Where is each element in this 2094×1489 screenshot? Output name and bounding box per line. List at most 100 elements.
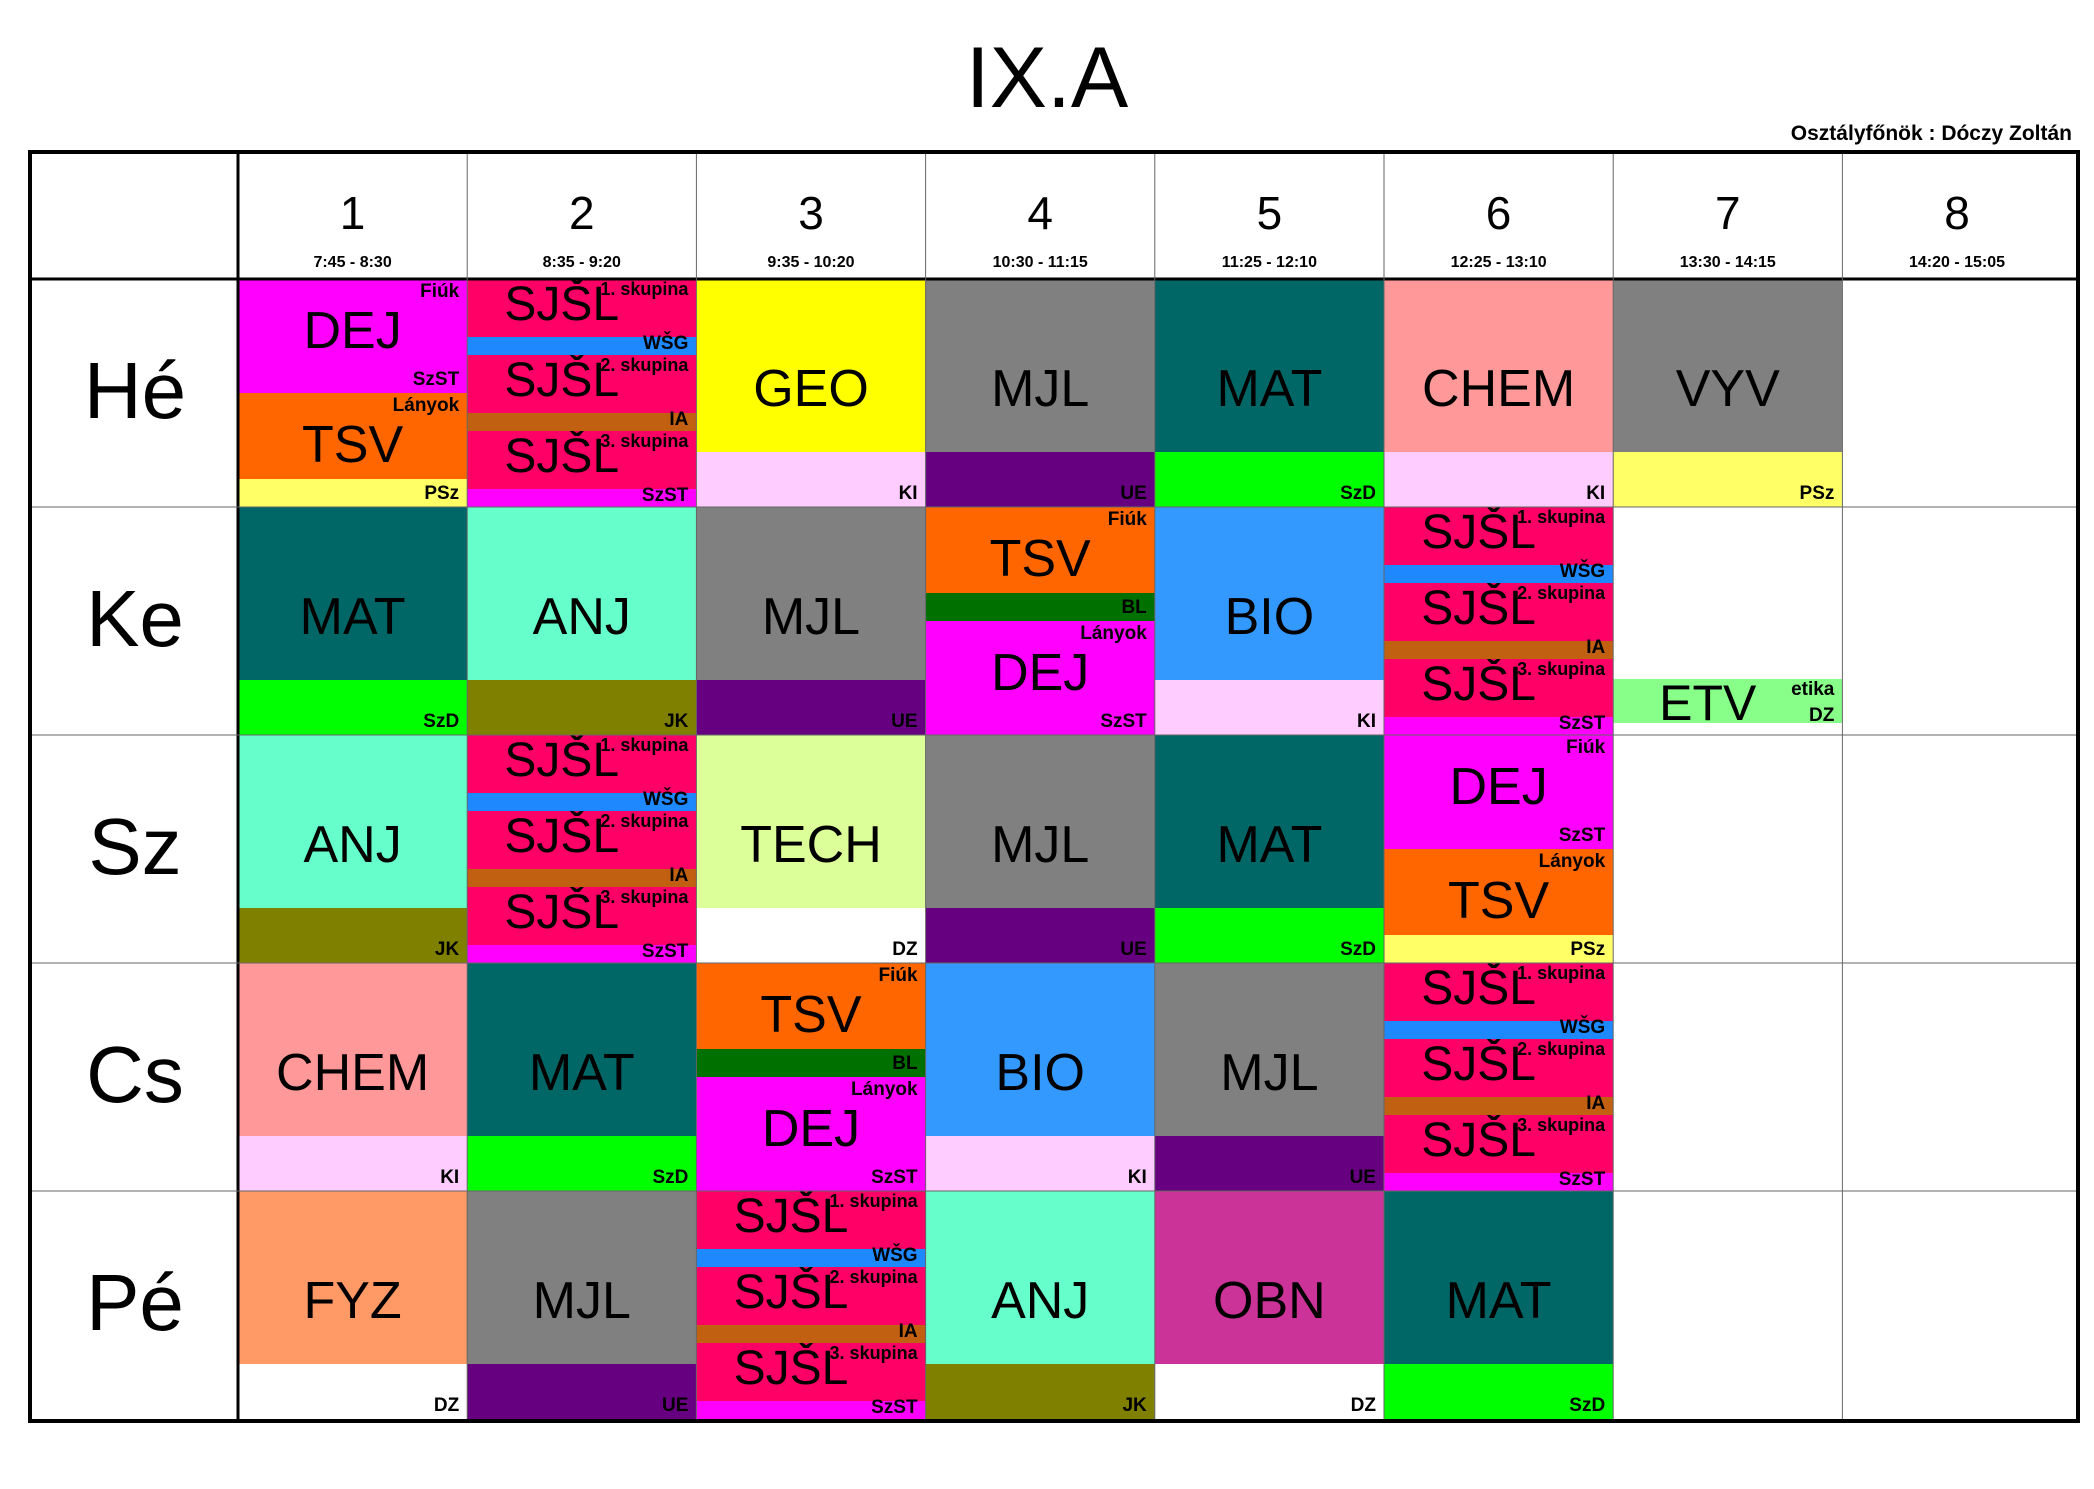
lesson-cell[interactable]: SJŠL 1. skupina WŠG SJŠL 2. skupina IA SJŠL 3. … bbox=[467, 279, 697, 507]
teacher-band bbox=[238, 1136, 468, 1191]
language-group: SJŠL 3. skupina SzST bbox=[467, 887, 697, 963]
teacher-band bbox=[467, 945, 697, 963]
lesson-cell[interactable]: ANJ JK bbox=[467, 507, 697, 735]
lesson-cell[interactable]: ETV etika DZ bbox=[1613, 507, 1843, 735]
group-label: etika bbox=[1791, 679, 1835, 700]
subject-label: MJL bbox=[532, 1272, 631, 1330]
subject-label: SJŠL bbox=[733, 1343, 849, 1395]
teacher-label: SzST bbox=[871, 1167, 918, 1188]
teacher-label: KI bbox=[1586, 483, 1606, 504]
teacher-label: WŠG bbox=[872, 1245, 918, 1266]
group-label: 3. skupina bbox=[1517, 1115, 1606, 1135]
subject-label: DEJ bbox=[1449, 758, 1548, 816]
language-group: SJŠL 2. skupina IA bbox=[467, 811, 697, 887]
lesson-cell[interactable]: SJŠL 1. skupina WŠG SJŠL 2. skupina IA SJŠL 3. … bbox=[1384, 963, 1614, 1191]
lesson-cell[interactable]: Fiúk TSV BL Lányok DEJ SzST bbox=[925, 507, 1155, 735]
period-time: 12:25 - 13:10 bbox=[1450, 254, 1547, 271]
period-number: 7 bbox=[1714, 187, 1741, 239]
subject-label: SJŠL bbox=[1421, 963, 1536, 1015]
subject-label: SJŠL bbox=[1421, 583, 1536, 635]
lesson-cell[interactable]: FYZ DZ bbox=[238, 1191, 468, 1419]
lesson-cell[interactable]: MAT SzD bbox=[1384, 1191, 1614, 1419]
teacher-label: KI bbox=[1127, 1167, 1147, 1188]
group-label: Fiúk bbox=[420, 281, 460, 302]
subject-label: SJŠL bbox=[733, 1191, 849, 1243]
teacher-band bbox=[1384, 1364, 1614, 1419]
lesson-cell[interactable]: MJL UE bbox=[467, 1191, 697, 1419]
lesson-cell[interactable]: Fiúk DEJ SzST Lányok TSV PSz bbox=[238, 279, 468, 507]
language-group: SJŠL 3. skupina SzST bbox=[467, 431, 697, 507]
group-label: 3. skupina bbox=[600, 887, 689, 907]
lesson-cell[interactable]: GEO KI bbox=[696, 279, 926, 507]
teacher-label: DZ bbox=[433, 1395, 460, 1416]
lesson-cell[interactable]: Fiúk TSV BL Lányok DEJ SzST bbox=[696, 963, 926, 1191]
subject-label: SJŠL bbox=[504, 735, 620, 787]
lesson-cell[interactable]: MAT SzD bbox=[238, 507, 468, 735]
teacher-band bbox=[1154, 908, 1384, 963]
subject-label: SJŠL bbox=[504, 811, 620, 863]
teacher-band bbox=[467, 869, 697, 887]
period-time: 14:20 - 15:05 bbox=[1908, 254, 2006, 271]
teacher-label: SzD bbox=[1569, 1395, 1606, 1416]
lesson-cell[interactable]: ANJ JK bbox=[238, 735, 468, 963]
lesson-cell[interactable]: OBN DZ bbox=[1154, 1191, 1384, 1419]
teacher-band bbox=[1154, 1136, 1384, 1191]
subject-label: TECH bbox=[740, 816, 882, 874]
subject-label: MAT bbox=[1216, 816, 1323, 874]
subject-label: SJŠL bbox=[504, 431, 620, 483]
lesson-cell[interactable]: BIO KI bbox=[925, 963, 1155, 1191]
lesson-cell[interactable]: VYV PSz bbox=[1613, 279, 1843, 507]
teacher-band bbox=[925, 908, 1155, 963]
lesson-cell[interactable]: CHEM KI bbox=[238, 963, 468, 1191]
lesson-cell[interactable]: TECH DZ bbox=[696, 735, 926, 963]
lesson-cell[interactable]: BIO KI bbox=[1154, 507, 1384, 735]
teacher-band bbox=[467, 793, 697, 811]
teacher-label: SzST bbox=[1558, 713, 1606, 734]
subject-label: ETV bbox=[1659, 679, 1757, 723]
lesson-half: Fiúk TSV BL bbox=[696, 963, 926, 1077]
lesson-cell[interactable]: MAT SzD bbox=[467, 963, 697, 1191]
lesson-cell[interactable]: MJL UE bbox=[925, 279, 1155, 507]
lesson-cell[interactable]: ANJ JK bbox=[925, 1191, 1155, 1419]
teacher-label: PSz bbox=[1799, 483, 1835, 504]
subject-label: MAT bbox=[528, 1044, 635, 1102]
subject-label: SJŠL bbox=[733, 1267, 849, 1319]
lesson-cell[interactable]: MJL UE bbox=[1154, 963, 1384, 1191]
lesson-cell[interactable]: MJL UE bbox=[925, 735, 1155, 963]
lesson-cell[interactable]: MJL UE bbox=[696, 507, 926, 735]
group-label: Lányok bbox=[851, 1079, 918, 1100]
teacher-label: JK bbox=[664, 711, 689, 732]
lesson-cell[interactable]: SJŠL 1. skupina WŠG SJŠL 2. skupina IA SJŠL 3. … bbox=[467, 735, 697, 963]
teacher-label: SzST bbox=[641, 941, 689, 962]
day-label: Cs bbox=[86, 1030, 184, 1119]
teacher-label: WŠG bbox=[642, 333, 689, 354]
lesson-half: Lányok DEJ SzST bbox=[925, 621, 1155, 735]
teacher-band bbox=[238, 908, 468, 963]
lesson-cell[interactable]: MAT SzD bbox=[1154, 735, 1384, 963]
lesson-cell[interactable]: SJŠL 1. skupina WŠG SJŠL 2. skupina IA SJŠL 3. … bbox=[1384, 507, 1614, 735]
teacher-band bbox=[696, 1325, 926, 1343]
subject-label: SJŠL bbox=[1421, 1039, 1536, 1091]
teacher-label: SzD bbox=[423, 711, 460, 732]
lesson-cell[interactable]: Fiúk DEJ SzST Lányok TSV PSz bbox=[1384, 735, 1614, 963]
teacher-label: BL bbox=[1121, 597, 1147, 618]
lesson-cell[interactable]: MAT SzD bbox=[1154, 279, 1384, 507]
period-time: 13:30 - 14:15 bbox=[1679, 254, 1776, 271]
period-number: 4 bbox=[1027, 187, 1053, 239]
subject-label: GEO bbox=[753, 360, 869, 418]
teacher-label: UE bbox=[891, 711, 918, 732]
subject-label: TSV bbox=[1448, 872, 1550, 930]
language-group: SJŠL 3. skupina SzST bbox=[696, 1343, 926, 1419]
language-group: SJŠL 2. skupina IA bbox=[1384, 1039, 1614, 1115]
language-group: SJŠL 1. skupina WŠG bbox=[467, 279, 697, 355]
subject-label: BIO bbox=[1224, 588, 1315, 646]
teacher-label: DZ bbox=[1350, 1395, 1376, 1416]
page-title: IX.A bbox=[965, 30, 1129, 126]
teacher-label: WŠG bbox=[1559, 1017, 1606, 1038]
teacher-band bbox=[925, 452, 1155, 507]
group-label: Fiúk bbox=[878, 965, 918, 986]
lesson-cell[interactable]: CHEM KI bbox=[1384, 279, 1614, 507]
period-time: 10:30 - 11:15 bbox=[992, 254, 1088, 271]
lesson-cell[interactable]: SJŠL 1. skupina WŠG SJŠL 2. skupina IA SJŠL 3. … bbox=[696, 1191, 926, 1419]
period-number: 8 bbox=[1944, 187, 1970, 239]
